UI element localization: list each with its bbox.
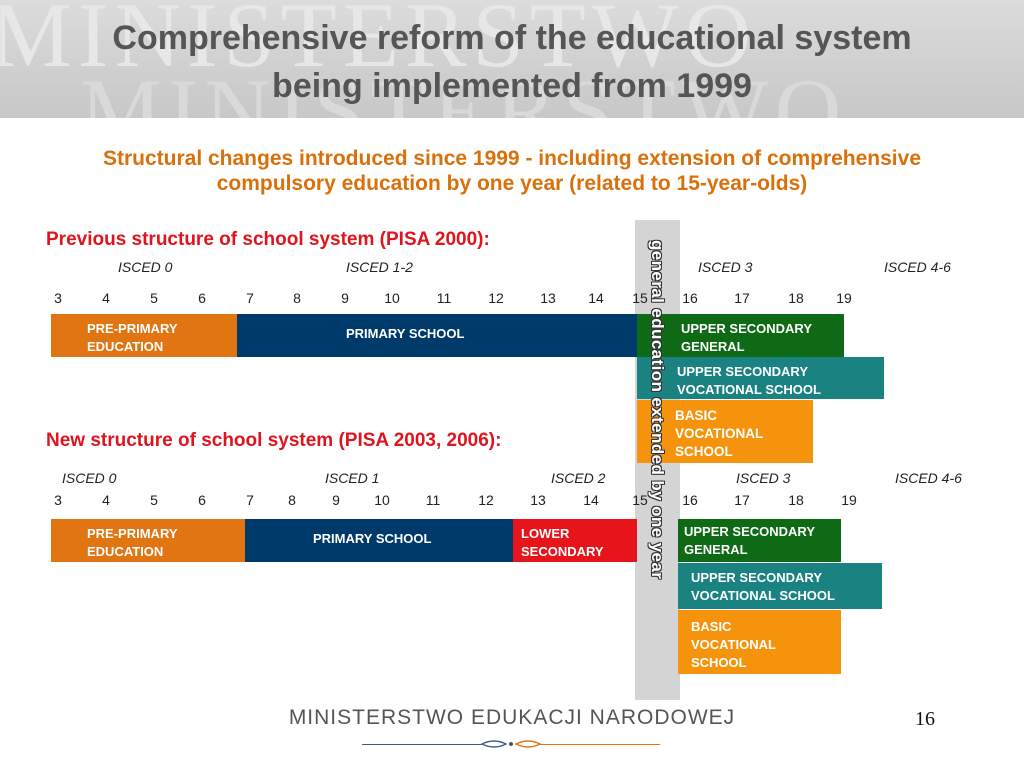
footer-divider-left <box>362 744 482 745</box>
page-number: 16 <box>915 708 935 730</box>
new-age-label: 5 <box>150 492 158 508</box>
old-age-label: 11 <box>436 290 452 306</box>
new-structure-heading: New structure of school system (PISA 200… <box>46 430 502 451</box>
new-upper-vocational-label: UPPER SECONDARY VOCATIONAL SCHOOL <box>691 570 835 603</box>
new-isced-label: ISCED 1 <box>325 470 380 486</box>
new-age-label: 18 <box>788 492 804 508</box>
old-upper-general-label: UPPER SECONDARY GENERAL <box>681 321 812 354</box>
old-age-label: 10 <box>384 290 400 306</box>
old-isced-label: ISCED 4-6 <box>884 259 951 275</box>
old-age-label: 6 <box>198 290 206 306</box>
new-preprimary-label: PRE-PRIMARY EDUCATION <box>87 526 178 559</box>
old-age-label: 9 <box>341 290 349 306</box>
new-age-label: 8 <box>288 492 296 508</box>
old-basic-vocational-block: BASIC VOCATIONAL SCHOOL <box>637 400 813 463</box>
new-basic-vocational-block: BASIC VOCATIONAL SCHOOL <box>678 610 841 674</box>
old-age-label: 12 <box>488 290 504 306</box>
old-age-label: 17 <box>734 290 750 306</box>
new-age-label: 15 <box>632 492 648 508</box>
new-isced-label: ISCED 2 <box>551 470 606 486</box>
slide-title-line1: Comprehensive reform of the educational … <box>112 19 912 57</box>
new-age-label: 14 <box>583 492 599 508</box>
old-upper-vocational-label: UPPER SECONDARY VOCATIONAL SCHOOL <box>677 364 821 397</box>
new-age-label: 11 <box>425 492 441 508</box>
old-age-label: 3 <box>54 290 62 306</box>
slide-subtitle: Structural changes introduced since 1999… <box>0 146 1024 196</box>
slide-title-line2: being implemented from 1999 <box>272 67 752 105</box>
new-lower-secondary-block: LOWER SECONDARY <box>513 519 637 562</box>
new-isced-label: ISCED 4-6 <box>895 470 962 486</box>
watermark-text-secondary: MINISTERSTWO <box>80 60 848 118</box>
old-primary-block: PRIMARY SCHOOL <box>237 314 637 357</box>
old-basic-vocational-label: BASIC VOCATIONAL SCHOOL <box>675 408 764 459</box>
subtitle-line2: compulsory education by one year (relate… <box>216 172 808 195</box>
old-preprimary-label: PRE-PRIMARY EDUCATION <box>87 321 178 354</box>
subtitle-line1: Structural changes introduced since 1999… <box>102 147 922 170</box>
old-age-label: 15 <box>632 290 648 306</box>
old-upper-vocational-block: UPPER SECONDARY VOCATIONAL SCHOOL <box>637 357 884 399</box>
old-age-label: 18 <box>788 290 804 306</box>
new-age-label: 7 <box>246 492 254 508</box>
old-age-label: 8 <box>293 290 301 306</box>
new-age-label: 6 <box>198 492 206 508</box>
new-primary-block: PRIMARY SCHOOL <box>245 519 513 562</box>
new-isced-label: ISCED 3 <box>736 470 791 486</box>
old-isced-label: ISCED 1-2 <box>346 259 413 275</box>
old-structure-heading: Previous structure of school system (PIS… <box>46 229 490 250</box>
old-age-label: 5 <box>150 290 158 306</box>
new-age-label: 4 <box>102 492 110 508</box>
new-preprimary-block: PRE-PRIMARY EDUCATION <box>51 519 245 562</box>
slide-header: MINISTERSTWO MINISTERSTWO Comprehensive … <box>0 0 1024 118</box>
new-basic-vocational-label: BASIC VOCATIONAL SCHOOL <box>691 619 776 670</box>
old-age-label: 16 <box>682 290 698 306</box>
new-age-label: 12 <box>478 492 494 508</box>
new-upper-vocational-block: UPPER SECONDARY VOCATIONAL SCHOOL <box>678 563 882 609</box>
old-age-label: 4 <box>102 290 110 306</box>
old-age-label: 13 <box>540 290 556 306</box>
new-age-label: 16 <box>682 492 698 508</box>
extension-label: general education extended by one year <box>648 240 667 580</box>
old-age-label: 19 <box>836 290 852 306</box>
old-age-label: 14 <box>588 290 604 306</box>
new-isced-label: ISCED 0 <box>62 470 117 486</box>
new-age-label: 10 <box>374 492 390 508</box>
new-age-label: 19 <box>841 492 857 508</box>
old-isced-label: ISCED 0 <box>118 259 173 275</box>
ministry-logo-text: MINISTERSTWO EDUKACJI NARODOWEJ <box>288 706 736 729</box>
new-upper-general-label: UPPER SECONDARY GENERAL <box>684 524 815 557</box>
new-upper-general-block: UPPER SECONDARY GENERAL <box>678 519 841 562</box>
watermark-text: MINISTERSTWO <box>0 0 758 86</box>
old-upper-general-block: UPPER SECONDARY GENERAL <box>637 314 844 357</box>
new-age-label: 17 <box>734 492 750 508</box>
old-isced-label: ISCED 3 <box>698 259 753 275</box>
new-age-label: 3 <box>54 492 62 508</box>
footer-ornament-icon <box>480 740 542 748</box>
old-primary-label: PRIMARY SCHOOL <box>346 326 465 341</box>
new-age-label: 13 <box>530 492 546 508</box>
new-lower-secondary-label: LOWER SECONDARY <box>521 526 604 559</box>
new-age-label: 9 <box>332 492 340 508</box>
old-age-label: 7 <box>246 290 254 306</box>
footer-divider-right <box>540 744 660 745</box>
old-preprimary-block: PRE-PRIMARY EDUCATION <box>51 314 249 357</box>
new-primary-label: PRIMARY SCHOOL <box>313 531 432 546</box>
